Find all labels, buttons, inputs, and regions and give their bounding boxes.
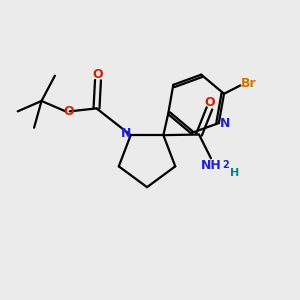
Text: N: N <box>220 117 231 130</box>
Text: N: N <box>120 128 131 140</box>
Text: H: H <box>230 168 239 178</box>
Text: O: O <box>92 68 103 81</box>
Text: 2: 2 <box>222 160 229 170</box>
Text: O: O <box>63 105 74 118</box>
Text: Br: Br <box>241 77 256 90</box>
Text: O: O <box>205 96 215 109</box>
Text: NH: NH <box>201 159 221 172</box>
